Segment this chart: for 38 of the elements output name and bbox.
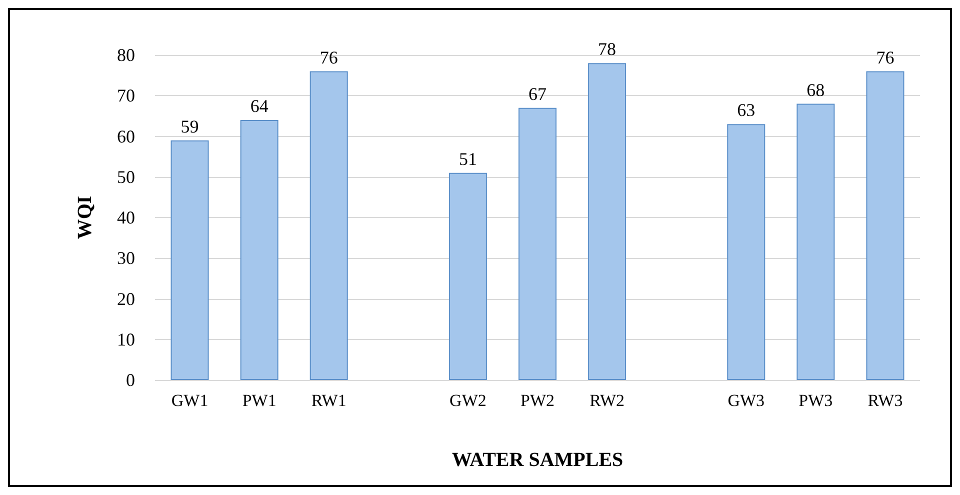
bar (727, 124, 766, 380)
x-tick-label: GW1 (171, 391, 208, 410)
x-tick-label: RW3 (868, 391, 903, 410)
bar (796, 104, 835, 380)
data-label: 67 (528, 84, 546, 104)
y-tick-label: 30 (117, 248, 135, 268)
data-label: 63 (737, 100, 756, 120)
y-tick-label: 80 (117, 45, 135, 65)
x-tick-label: PW3 (798, 391, 833, 410)
data-label: 64 (250, 96, 268, 116)
data-label: 78 (598, 39, 616, 60)
bar (866, 71, 904, 380)
x-tick-label: GW2 (450, 391, 486, 410)
y-tick-label: 60 (117, 126, 135, 146)
x-axis-title: WATER SAMPLES (452, 449, 624, 471)
bar (240, 120, 278, 380)
bar (518, 108, 556, 380)
bar (170, 140, 209, 380)
y-axis-title: WQI (74, 196, 96, 240)
bar (310, 71, 348, 380)
x-tick-label: RW2 (590, 391, 625, 410)
y-tick-label: 20 (117, 288, 135, 309)
y-tick-label: 70 (117, 86, 135, 106)
data-label: 59 (180, 116, 199, 136)
data-label: 68 (806, 80, 825, 100)
y-tick-label: 0 (126, 370, 135, 390)
data-label: 76 (876, 47, 894, 68)
bar (448, 172, 487, 380)
y-tick-label: 10 (117, 329, 135, 350)
bar (588, 63, 626, 380)
x-tick-label: GW3 (728, 391, 765, 410)
y-tick-label: 40 (117, 208, 135, 228)
x-tick-label: PW2 (520, 391, 554, 410)
x-tick-label: RW1 (311, 391, 346, 410)
x-tick-label: PW1 (242, 391, 276, 410)
data-label: 51 (458, 148, 477, 169)
data-label: 76 (320, 47, 338, 68)
y-tick-label: 50 (117, 166, 135, 187)
